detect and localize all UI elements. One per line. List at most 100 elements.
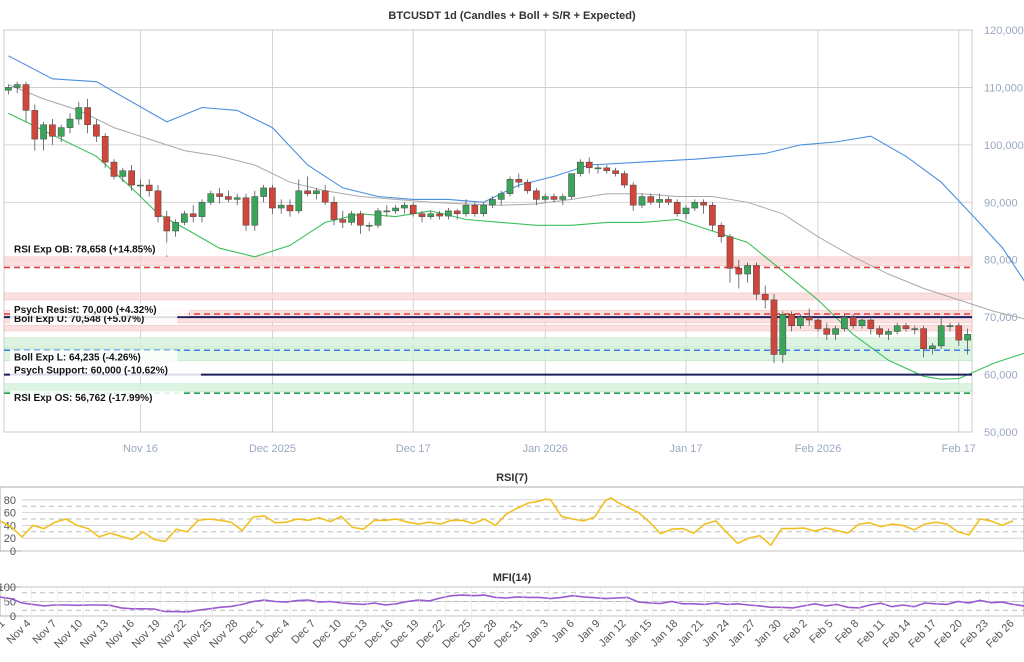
- main-y-tick-label: 90,000: [984, 197, 1018, 209]
- candle-body: [603, 167, 611, 171]
- candle-body: [57, 127, 65, 137]
- candle-body: [955, 325, 963, 341]
- candle-body: [506, 179, 514, 194]
- main-y-tick-label: 80,000: [984, 255, 1018, 267]
- mfi-x-tick-label: Feb 23: [958, 618, 991, 651]
- candle-body: [163, 216, 171, 232]
- resistance-zone: [3, 256, 973, 266]
- candle-body: [75, 107, 83, 120]
- main-title: BTCUSDT 1d (Candles + Boll + S/R + Expec…: [388, 10, 636, 22]
- mfi-x-tick-label: Nov 28: [207, 618, 240, 651]
- main-y-tick-label: 50,000: [984, 427, 1018, 439]
- candle-body: [365, 225, 373, 227]
- resistance-zone: [3, 324, 973, 332]
- candle-body: [128, 170, 135, 186]
- candle-body: [225, 196, 232, 200]
- candle-body: [497, 193, 505, 200]
- resistance-zone: [3, 292, 973, 301]
- candle-body: [260, 187, 267, 197]
- candle-body: [805, 316, 813, 321]
- candle-body: [612, 170, 619, 174]
- level-label-bg: [10, 391, 184, 405]
- candle-body: [559, 196, 567, 200]
- candle-body: [93, 124, 100, 137]
- candle-body: [66, 118, 74, 128]
- candle-body: [929, 345, 936, 349]
- candle-body: [885, 331, 892, 335]
- candle-body: [84, 107, 91, 126]
- candle-body: [691, 202, 699, 209]
- candle-body: [330, 202, 338, 220]
- mfi-x-tick-label: Jan 24: [700, 618, 732, 650]
- candle-body: [788, 314, 795, 327]
- level-label: Psych Resist: 70,000 (+4.32%): [14, 305, 157, 316]
- candle-body: [427, 213, 435, 217]
- candle-body: [22, 84, 30, 111]
- candle-body: [269, 187, 276, 209]
- mfi-title: MFI(14): [493, 572, 532, 584]
- support-zone: [3, 347, 973, 362]
- candle-body: [920, 328, 927, 349]
- candle-body: [489, 199, 496, 206]
- level-label-bg: [10, 303, 190, 317]
- candle-body: [181, 213, 188, 223]
- candle-body: [700, 202, 707, 206]
- mfi-x-tick-label: Dec 1: [238, 618, 267, 647]
- mfi-x-tick-label: Feb 20: [932, 618, 965, 651]
- candle-body: [392, 207, 399, 212]
- candle-body: [348, 213, 355, 223]
- candle-body: [515, 179, 523, 183]
- candle-body: [964, 334, 971, 341]
- rsi-y-tick-label: 80: [4, 495, 16, 507]
- candle-body: [673, 202, 681, 215]
- level-label: Boll Exp U: 70,548 (+5.07%): [14, 314, 144, 325]
- candle-body: [374, 210, 382, 226]
- mfi-x-tick-label: Feb 14: [881, 618, 914, 651]
- mfi-x-tick-label: Nov 1: [0, 618, 8, 647]
- level-label: RSI Exp OB: 78,658 (+14.85%): [14, 244, 155, 255]
- rsi-y-tick-label: 20: [4, 533, 16, 545]
- candle-body: [832, 328, 839, 335]
- candle-body: [858, 319, 866, 327]
- candle-body: [709, 204, 716, 226]
- main-y-tick-label: 100,000: [984, 140, 1024, 152]
- level-label: RSI Exp OS: 56,762 (-17.99%): [14, 393, 152, 404]
- mfi-y-tick-label: 100: [0, 582, 16, 594]
- main-x-tick-label: Feb 2026: [795, 443, 841, 455]
- candle-body: [744, 265, 751, 275]
- candle-body: [876, 328, 883, 335]
- support-zone: [3, 337, 973, 348]
- main-x-tick-label: Feb 17: [942, 443, 976, 455]
- mfi-x-tick-label: Dec 4: [263, 618, 292, 647]
- candle-body: [779, 314, 787, 355]
- mfi-x-tick-label: Feb 2: [781, 618, 809, 646]
- main-y-tick-label: 70,000: [984, 312, 1018, 324]
- mfi-x-tick-label: Jan 27: [726, 618, 758, 650]
- candle-body: [233, 197, 241, 200]
- candle-body: [445, 210, 452, 217]
- mfi-x-tick-label: Jan 6: [549, 618, 577, 646]
- candle-body: [110, 161, 118, 177]
- candle-body: [189, 213, 197, 217]
- main-x-tick-label: Jan 2026: [523, 443, 568, 455]
- candle-body: [401, 204, 408, 209]
- mfi-x-tick-label: Jan 12: [597, 618, 629, 650]
- mfi-y-tick-label: 0: [10, 611, 16, 623]
- candle-body: [436, 213, 443, 217]
- candle-body: [137, 184, 144, 187]
- candle-body: [893, 325, 901, 332]
- candle-body: [594, 167, 602, 170]
- mfi-x-tick-label: Jan 30: [752, 618, 784, 650]
- mfi-x-tick-label: Dec 31: [492, 618, 525, 651]
- candle-body: [5, 87, 12, 91]
- candle-body: [823, 328, 831, 335]
- candle-body: [383, 210, 391, 213]
- candle-body: [172, 222, 179, 232]
- rsi-series-line: [0, 496, 1014, 547]
- candle-body: [568, 173, 575, 197]
- candle-body: [937, 325, 945, 347]
- candle-body: [753, 265, 760, 295]
- candle-body: [304, 190, 311, 194]
